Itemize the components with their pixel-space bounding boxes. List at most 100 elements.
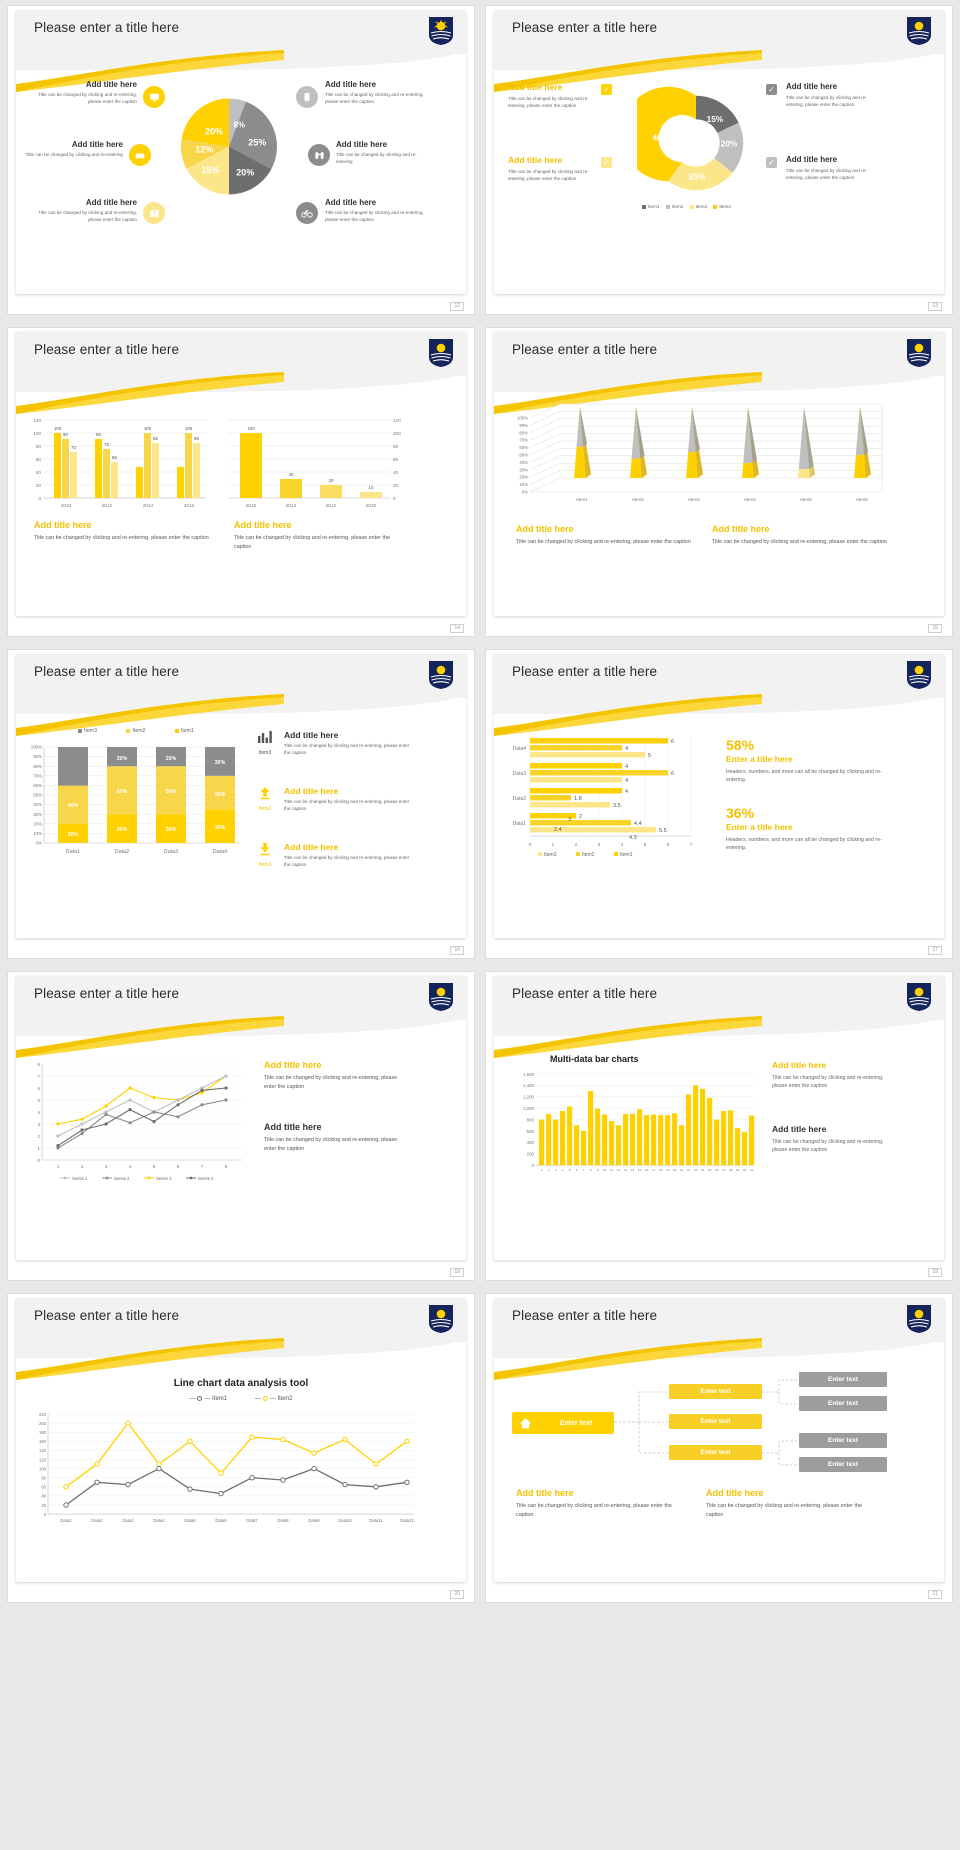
- stacked-bar-chart: 100% 90% 80% 70% 60% 50% 40% 30% 20% 10% 0% 20%…: [31, 745, 240, 855]
- stat-title: Enter a title here: [726, 822, 793, 833]
- slide-body: Add title here Title can be changed by c…: [16, 72, 466, 294]
- svg-text:40%: 40%: [68, 803, 79, 809]
- svg-text:6: 6: [671, 771, 674, 777]
- svg-text:12: 12: [617, 1168, 621, 1172]
- svg-text:50%: 50%: [117, 789, 128, 795]
- slide-number: 13: [928, 302, 942, 311]
- slide-canvas: Please enter a title here Line chart dat…: [16, 1298, 466, 1582]
- svg-text:Item1: Item1: [576, 497, 588, 502]
- svg-text:7: 7: [690, 842, 693, 848]
- bicycle-icon: [296, 202, 318, 224]
- svg-text:2012: 2012: [326, 503, 337, 508]
- label-title: Add title here: [71, 140, 123, 149]
- svg-text:1,600: 1,600: [523, 1072, 535, 1077]
- svg-text:2: 2: [548, 1168, 550, 1172]
- home-node[interactable]: Enter text: [512, 1412, 614, 1434]
- checkbox-icon-4[interactable]: ✓: [766, 157, 777, 168]
- home-node-label: Enter text: [559, 1419, 593, 1427]
- svg-text:10: 10: [369, 485, 374, 490]
- cone-caption-right: Add title here Title can be changed by c…: [712, 524, 887, 547]
- svg-text:6: 6: [576, 1168, 578, 1172]
- slide-canvas: Please enter a title here: [494, 1298, 944, 1582]
- svg-text:20: 20: [393, 483, 399, 488]
- slide-thumbnail-16[interactable]: Please enter a title here Item3 Item2 It…: [8, 650, 474, 958]
- label-title: Add title here: [772, 1060, 827, 1070]
- checkbox-icon-2[interactable]: ✓: [601, 157, 612, 168]
- slide-thumbnail-19[interactable]: Please enter a title here Multi-data bar…: [486, 972, 952, 1280]
- slide-thumbnail-13[interactable]: Please enter a title here Add title here…: [486, 6, 952, 314]
- mid-box-3[interactable]: Enter text: [669, 1445, 762, 1460]
- svg-text:20: 20: [673, 1168, 677, 1172]
- svg-text:18: 18: [659, 1168, 663, 1172]
- svg-text:17: 17: [652, 1168, 656, 1172]
- pie-label-left-3: Add title here Title can be changed by c…: [25, 198, 137, 223]
- svg-text:20%: 20%: [519, 475, 528, 480]
- svg-text:0: 0: [38, 496, 41, 501]
- donut-block-2: Add title here Title can be changed by c…: [508, 155, 592, 182]
- svg-text:20: 20: [329, 478, 334, 483]
- slide-thumbnail-18[interactable]: Please enter a title here: [8, 972, 474, 1280]
- svg-text:100%: 100%: [517, 416, 528, 421]
- label-caption: Title can be changed by clicking and re-…: [325, 92, 424, 105]
- slide-thumbnail-14[interactable]: Please enter a title here: [8, 328, 474, 636]
- lines-block-1: Add title here Title can be changed by c…: [264, 1060, 410, 1091]
- slide-canvas: Please enter a title here: [16, 976, 466, 1260]
- mid-box-2[interactable]: Enter text: [669, 1414, 762, 1429]
- svg-text:Data2: Data2: [91, 1518, 103, 1523]
- decorative-swoosh: [16, 694, 284, 736]
- slide-canvas: Please enter a title here: [494, 332, 944, 616]
- page-title: Please enter a title here: [512, 1308, 658, 1323]
- stat-value: 58%: [726, 737, 755, 753]
- page-title: Please enter a title here: [34, 986, 180, 1001]
- page-title: Please enter a title here: [512, 20, 658, 35]
- svg-text:Item5: Item5: [800, 497, 812, 502]
- svg-text:4: 4: [38, 1110, 41, 1115]
- svg-text:10%: 10%: [33, 831, 42, 836]
- home-icon: [512, 1417, 538, 1430]
- svg-text:3: 3: [555, 1168, 557, 1172]
- label-caption: Title can be changed by clicking and re-…: [264, 1137, 398, 1152]
- stacked-item-2: Item2 Add title here Title can be change…: [252, 786, 412, 812]
- svg-text:55: 55: [112, 455, 117, 460]
- svg-text:30%: 30%: [117, 827, 128, 833]
- book-icon: [143, 202, 165, 224]
- right-box-4[interactable]: Enter text: [799, 1457, 887, 1472]
- right-box-2[interactable]: Enter text: [799, 1396, 887, 1411]
- svg-text:40: 40: [41, 1494, 46, 1499]
- label-title: Add title here: [516, 1488, 574, 1498]
- right-box-3[interactable]: Enter text: [799, 1433, 887, 1448]
- svg-text:0%: 0%: [36, 841, 42, 846]
- mid-box-1[interactable]: Enter text: [669, 1384, 762, 1399]
- slide-canvas: Please enter a title here Multi-data bar…: [494, 976, 944, 1260]
- svg-text:15: 15: [638, 1168, 642, 1172]
- label-title: Add title here: [34, 520, 92, 530]
- page-title: Please enter a title here: [34, 342, 180, 357]
- slide-thumbnail-12[interactable]: Please enter a title here: [8, 6, 474, 314]
- label-caption: Title can be changed by clicking and re-…: [508, 96, 589, 109]
- label-title: Add title here: [516, 524, 574, 534]
- checkbox-icon-1[interactable]: ✓: [601, 84, 612, 95]
- svg-text:0: 0: [393, 496, 396, 501]
- slide-number: 16: [450, 946, 464, 955]
- label-title: Add title here: [264, 1122, 322, 1132]
- label-caption: Title can be changed by clicking and re-…: [336, 152, 417, 165]
- svg-text:2: 2: [81, 1164, 84, 1169]
- slide-thumbnail-20[interactable]: Please enter a title here Line chart dat…: [8, 1294, 474, 1602]
- svg-text:85: 85: [153, 436, 158, 441]
- checkbox-icon-3[interactable]: ✓: [766, 84, 777, 95]
- slide-body: Item3 Item2 Item1: [16, 716, 466, 938]
- right-box-1[interactable]: Enter text: [799, 1372, 887, 1387]
- svg-text:1: 1: [38, 1146, 41, 1151]
- slide-thumbnail-17[interactable]: Please enter a title here: [486, 650, 952, 958]
- svg-text:2010: 2010: [366, 503, 377, 508]
- label-caption: Title can be changed by clicking and re-…: [786, 95, 867, 108]
- item-tag: Item3: [258, 862, 272, 868]
- svg-text:Series 2: Series 2: [114, 1176, 130, 1181]
- slide-thumbnail-15[interactable]: Please enter a title here: [486, 328, 952, 636]
- svg-text:28: 28: [729, 1168, 733, 1172]
- slide-body: 120 100 80 60 40 20 0 100 90 70: [16, 394, 466, 616]
- slide-thumbnail-21[interactable]: Please enter a title here: [486, 1294, 952, 1602]
- svg-text:40%: 40%: [652, 134, 669, 143]
- donut-block-3: Add title here Title can be changed by c…: [786, 82, 878, 108]
- svg-text:1,000: 1,000: [523, 1106, 535, 1111]
